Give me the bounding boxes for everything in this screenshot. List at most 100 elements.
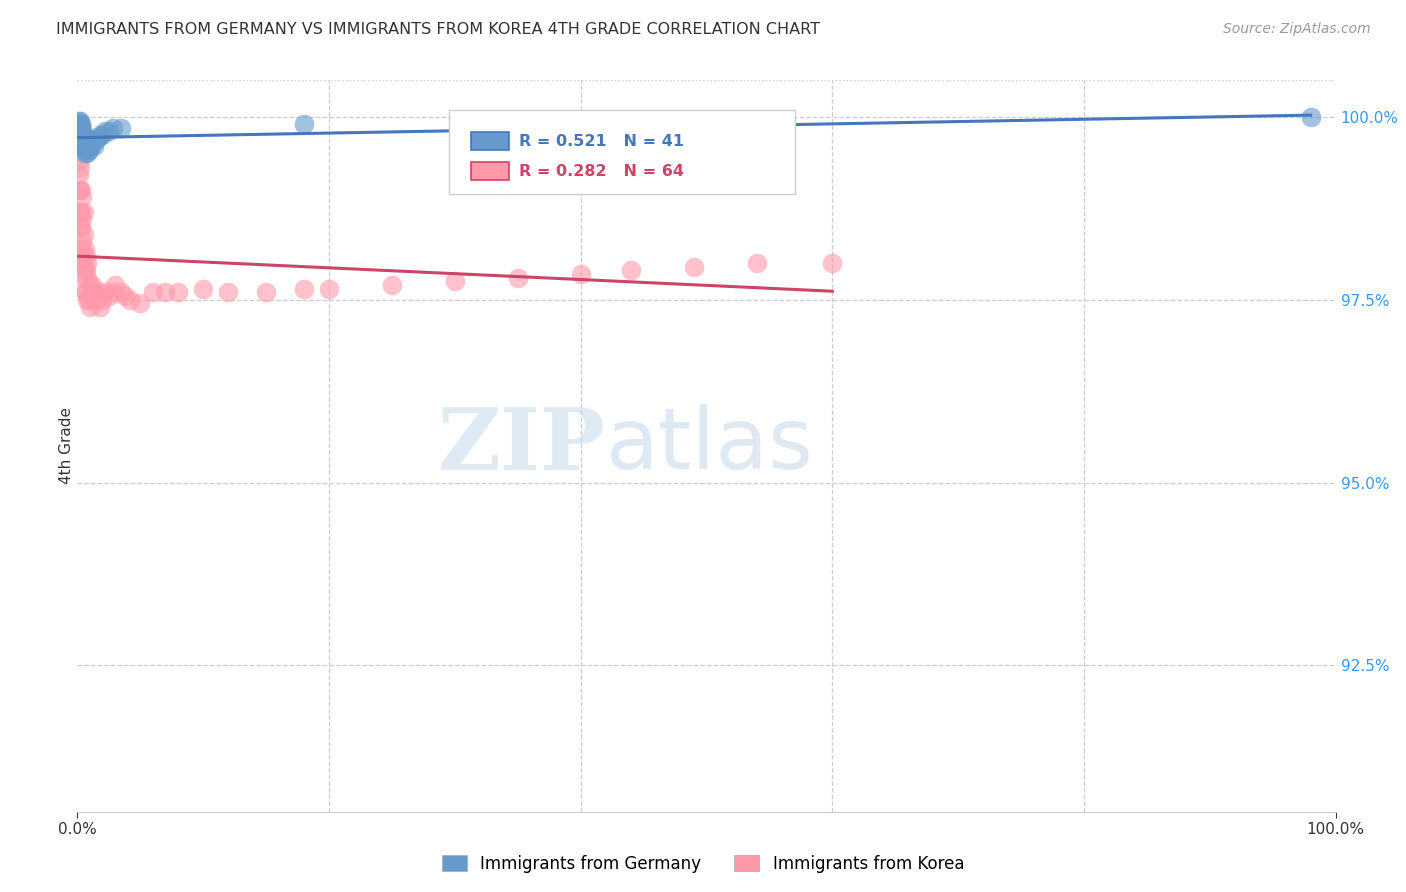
Legend: Immigrants from Germany, Immigrants from Korea: Immigrants from Germany, Immigrants from… [434, 848, 972, 880]
Point [75, 285, 97, 300]
Point [94, 285, 117, 300]
Point [70, 132, 93, 146]
Point [67, 169, 90, 183]
Point [254, 285, 277, 300]
Y-axis label: 4th Grade: 4th Grade [59, 408, 73, 484]
Point [67, 117, 90, 131]
Point [80, 139, 103, 153]
Point [217, 285, 239, 300]
Point [114, 289, 136, 303]
Point [97, 289, 120, 303]
Point [129, 296, 152, 310]
Point [86, 132, 108, 146]
Point [76, 139, 98, 153]
Point [84, 293, 107, 307]
Point [75, 136, 97, 150]
Point [73, 242, 96, 256]
Point [75, 249, 97, 263]
Point [72, 143, 94, 157]
Point [89, 128, 111, 142]
Point [69, 132, 91, 146]
Point [69, 120, 91, 135]
Text: IMMIGRANTS FROM GERMANY VS IMMIGRANTS FROM KOREA 4TH GRADE CORRELATION CHART: IMMIGRANTS FROM GERMANY VS IMMIGRANTS FR… [56, 22, 820, 37]
Point [72, 190, 94, 204]
Point [89, 300, 111, 314]
Point [70, 242, 93, 256]
Point [381, 278, 404, 293]
Point [683, 260, 706, 274]
Point [72, 249, 94, 263]
Point [318, 282, 340, 296]
Point [70, 124, 93, 138]
Point [77, 293, 100, 307]
Point [79, 139, 101, 153]
Point [620, 263, 643, 277]
Point [67, 113, 90, 128]
Point [72, 128, 94, 142]
Point [72, 270, 94, 285]
Point [91, 293, 114, 307]
Point [72, 136, 94, 150]
Point [67, 124, 90, 138]
Point [67, 139, 90, 153]
Point [76, 146, 98, 161]
Bar [471, 161, 509, 180]
Point [73, 139, 96, 153]
Point [69, 183, 91, 197]
Point [82, 278, 104, 293]
Point [83, 139, 105, 153]
Point [67, 183, 90, 197]
Point [77, 143, 100, 157]
Point [73, 263, 96, 277]
Point [72, 227, 94, 241]
Point [444, 274, 467, 288]
Point [76, 270, 98, 285]
Point [72, 212, 94, 227]
Point [292, 117, 315, 131]
Point [87, 285, 110, 300]
Point [69, 117, 91, 131]
Point [80, 285, 103, 300]
Point [69, 219, 91, 234]
Point [69, 205, 91, 219]
Point [72, 128, 94, 142]
Point [70, 117, 93, 131]
Point [167, 285, 190, 300]
Point [97, 124, 120, 138]
Text: R = 0.282   N = 64: R = 0.282 N = 64 [519, 163, 683, 178]
Point [191, 282, 215, 296]
Text: atlas: atlas [606, 404, 814, 488]
Point [110, 120, 132, 135]
Point [72, 205, 94, 219]
Point [72, 256, 94, 270]
Point [82, 136, 104, 150]
Point [75, 263, 97, 277]
Point [72, 139, 94, 153]
Point [83, 285, 105, 300]
Point [72, 234, 94, 248]
Point [1299, 110, 1322, 124]
Point [70, 139, 93, 153]
Point [69, 161, 91, 175]
Point [73, 146, 96, 161]
Point [142, 285, 165, 300]
Point [120, 293, 142, 307]
FancyBboxPatch shape [449, 110, 794, 194]
Point [75, 143, 97, 157]
Point [69, 113, 91, 128]
Point [84, 132, 107, 146]
Point [91, 128, 114, 142]
Point [73, 285, 96, 300]
Text: ZIP: ZIP [439, 404, 606, 488]
Point [292, 282, 315, 296]
Point [73, 132, 96, 146]
Point [70, 183, 93, 197]
Point [94, 124, 117, 138]
Point [76, 256, 98, 270]
Point [110, 285, 132, 300]
Point [101, 285, 124, 300]
Point [79, 300, 101, 314]
Point [70, 219, 93, 234]
Point [72, 120, 94, 135]
Point [67, 153, 90, 168]
